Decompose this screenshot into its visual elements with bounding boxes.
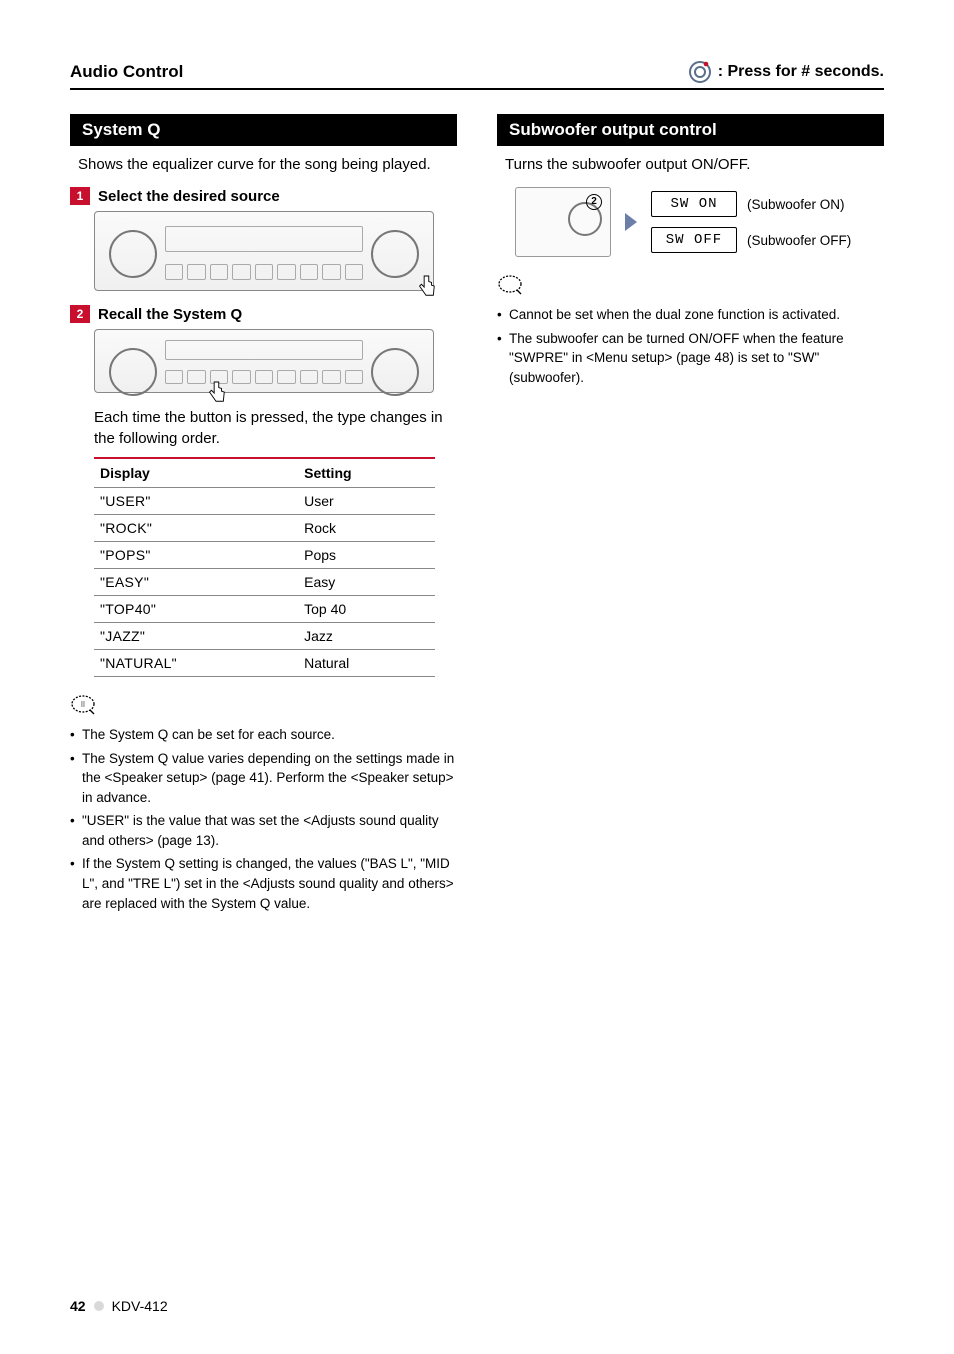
info-icon: ⠿ bbox=[70, 695, 457, 721]
radio-illustration-2 bbox=[94, 329, 434, 393]
note-item: Cannot be set when the dual zone functio… bbox=[497, 305, 884, 325]
sw-label: (Subwoofer ON) bbox=[747, 197, 845, 212]
content-columns: System Q Shows the equalizer curve for t… bbox=[70, 114, 884, 917]
step-1-title: Select the desired source bbox=[98, 188, 280, 205]
table-row: "USER"User bbox=[94, 488, 435, 515]
hand-cursor-icon bbox=[205, 380, 227, 406]
svg-text:⠿: ⠿ bbox=[80, 701, 85, 709]
step-1: 1 Select the desired source bbox=[70, 187, 457, 205]
th-display: Display bbox=[94, 458, 298, 488]
table-row: "TOP40"Top 40 bbox=[94, 596, 435, 623]
right-column: Subwoofer output control Turns the subwo… bbox=[497, 114, 884, 917]
table-row: "NATURAL"Natural bbox=[94, 650, 435, 677]
arrow-right-icon bbox=[625, 213, 637, 231]
hand-cursor-icon bbox=[415, 274, 437, 300]
note-item: The System Q value varies depending on t… bbox=[70, 749, 457, 808]
footer-dot-icon bbox=[94, 1301, 104, 1311]
systemq-heading: System Q bbox=[70, 114, 457, 146]
table-row: "JAZZ"Jazz bbox=[94, 623, 435, 650]
press-hint-text: : Press for # seconds. bbox=[718, 63, 884, 81]
systemq-lead: Shows the equalizer curve for the song b… bbox=[78, 154, 457, 175]
section-name: Audio Control bbox=[70, 62, 183, 82]
note-item: The System Q can be set for each source. bbox=[70, 725, 457, 745]
step-2-title: Recall the System Q bbox=[98, 306, 242, 323]
model-name: KDV-412 bbox=[112, 1298, 168, 1314]
sw-box: SW ON bbox=[651, 191, 737, 217]
th-setting: Setting bbox=[298, 458, 434, 488]
step-2-badge: 2 bbox=[70, 305, 90, 323]
systemq-table: Display Setting "USER"User "ROCK"Rock "P… bbox=[94, 457, 435, 677]
step-2: 2 Recall the System Q bbox=[70, 305, 457, 323]
press-note: Each time the button is pressed, the typ… bbox=[94, 407, 457, 449]
page-footer: 42 KDV-412 bbox=[70, 1298, 168, 1314]
panel-illustration bbox=[515, 187, 611, 257]
note-item: The subwoofer can be turned ON/OFF when … bbox=[497, 329, 884, 388]
note-item: "USER" is the value that was set the <Ad… bbox=[70, 811, 457, 850]
top-bar: Audio Control : Press for # seconds. bbox=[70, 60, 884, 90]
knob-icon bbox=[688, 60, 712, 84]
subwoofer-diagram: SW ON (Subwoofer ON) SW OFF (Subwoofer O… bbox=[515, 187, 884, 257]
sw-box: SW OFF bbox=[651, 227, 737, 253]
left-column: System Q Shows the equalizer curve for t… bbox=[70, 114, 457, 917]
table-row: "EASY"Easy bbox=[94, 569, 435, 596]
systemq-notes: The System Q can be set for each source.… bbox=[70, 725, 457, 913]
table-row: "ROCK"Rock bbox=[94, 515, 435, 542]
page-number: 42 bbox=[70, 1298, 86, 1314]
sw-row: SW OFF (Subwoofer OFF) bbox=[651, 227, 851, 253]
press-hint: : Press for # seconds. bbox=[688, 60, 884, 84]
subwoofer-notes: Cannot be set when the dual zone functio… bbox=[497, 305, 884, 387]
sw-label: (Subwoofer OFF) bbox=[747, 233, 851, 248]
radio-illustration-1 bbox=[94, 211, 434, 291]
subwoofer-heading: Subwoofer output control bbox=[497, 114, 884, 146]
note-item: If the System Q setting is changed, the … bbox=[70, 854, 457, 913]
step-1-badge: 1 bbox=[70, 187, 90, 205]
sw-options: SW ON (Subwoofer ON) SW OFF (Subwoofer O… bbox=[651, 191, 851, 253]
sw-row: SW ON (Subwoofer ON) bbox=[651, 191, 851, 217]
table-row: "POPS"Pops bbox=[94, 542, 435, 569]
info-icon bbox=[497, 275, 884, 301]
subwoofer-lead: Turns the subwoofer output ON/OFF. bbox=[505, 154, 884, 175]
